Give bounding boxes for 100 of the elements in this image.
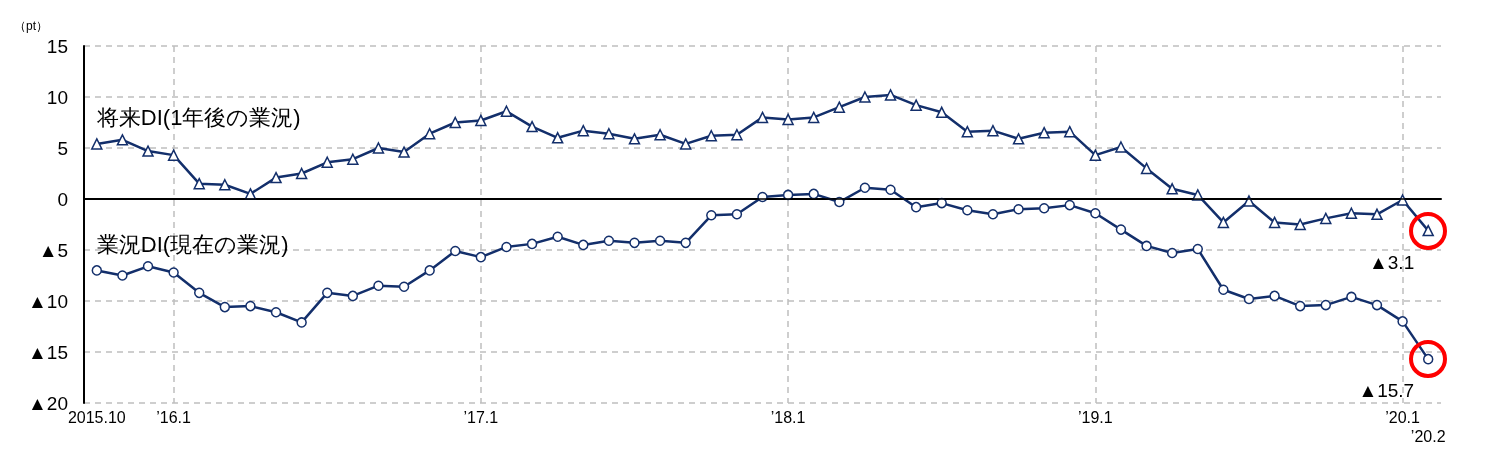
point: [167, 149, 180, 161]
point: [551, 132, 564, 144]
point: [1345, 207, 1358, 220]
point: [347, 290, 359, 302]
point: [322, 287, 333, 299]
point: [526, 238, 538, 250]
point: [1396, 194, 1409, 206]
point: [1166, 183, 1178, 195]
point: [219, 178, 231, 191]
point: [679, 138, 692, 150]
point: [1166, 247, 1178, 259]
point: [808, 188, 819, 200]
point: [193, 177, 205, 190]
point: [1269, 290, 1280, 302]
point: [245, 300, 256, 312]
point: [1346, 291, 1357, 303]
point: [578, 239, 589, 251]
point: [629, 237, 640, 249]
point: [731, 128, 743, 141]
point: [372, 142, 385, 154]
point: [1090, 208, 1101, 219]
y-tick-label: 0: [57, 188, 68, 210]
point: [475, 114, 487, 127]
point: [1064, 125, 1076, 138]
point: [833, 101, 846, 113]
point: [962, 204, 973, 216]
x-tick-label: ’18.1: [770, 408, 806, 426]
point: [1038, 202, 1050, 214]
point: [1038, 126, 1050, 139]
point: [1217, 216, 1230, 229]
point: [270, 171, 282, 184]
point: [1371, 299, 1383, 311]
point: [1371, 208, 1383, 221]
point: [1115, 141, 1127, 153]
point: [398, 146, 410, 158]
point: [526, 120, 538, 133]
point: [1243, 195, 1255, 207]
point: [117, 270, 128, 281]
point: [296, 317, 307, 328]
point: [552, 231, 563, 242]
point: [705, 130, 718, 142]
point: [1218, 284, 1229, 296]
y-tick-label: ▲5: [38, 239, 68, 261]
y-tick-label: ▲20: [28, 392, 68, 414]
point: [628, 133, 641, 145]
point: [1140, 162, 1153, 175]
point: [168, 267, 179, 278]
point: [1243, 293, 1255, 305]
point: [1089, 149, 1102, 161]
point: [884, 89, 897, 101]
point: [373, 280, 384, 291]
point: [1192, 243, 1204, 255]
point: [859, 91, 871, 103]
x-tick-label: 2015.10: [67, 408, 126, 426]
point: [910, 99, 922, 111]
point: [1320, 299, 1332, 311]
point: [219, 301, 231, 313]
point: [91, 138, 103, 150]
point: [475, 251, 487, 263]
point: [680, 237, 691, 249]
x-tick-label: ’17.1: [463, 408, 499, 426]
point: [1012, 133, 1025, 145]
point: [450, 245, 461, 257]
point: [756, 111, 769, 124]
point: [116, 134, 129, 146]
annotation: ▲15.7: [1358, 380, 1415, 402]
y-axis-title: （pt）: [13, 19, 48, 33]
point: [347, 153, 359, 165]
point: [1013, 203, 1024, 215]
point: [731, 209, 743, 220]
point: [706, 210, 717, 221]
annotation: ▲3.1: [1368, 251, 1415, 273]
y-tick-label: ▲15: [28, 341, 68, 363]
point: [1268, 216, 1281, 229]
point: [807, 111, 820, 124]
point: [1320, 212, 1332, 225]
point: [987, 124, 999, 137]
point: [910, 201, 922, 213]
point: [1397, 316, 1408, 327]
point: [654, 235, 666, 247]
series-label: 将来DI(1年後の業況): [95, 105, 301, 131]
x-tick-label: ’16.1: [156, 408, 192, 426]
point: [270, 306, 282, 318]
series-label: 業況DI(現在の業況): [96, 231, 289, 257]
point: [423, 127, 436, 140]
point: [398, 281, 410, 292]
point: [1064, 199, 1075, 211]
point: [782, 113, 794, 126]
point: [501, 241, 512, 253]
point: [424, 265, 435, 276]
point: [295, 167, 308, 180]
point: [449, 116, 461, 129]
point: [91, 265, 103, 276]
point: [961, 125, 974, 138]
y-tick-label: ▲10: [28, 290, 68, 312]
point: [1115, 224, 1127, 235]
y-tick-label: 5: [57, 137, 68, 159]
x-tick-label: ’19.1: [1078, 408, 1113, 426]
point: [654, 128, 666, 141]
point: [577, 124, 590, 137]
